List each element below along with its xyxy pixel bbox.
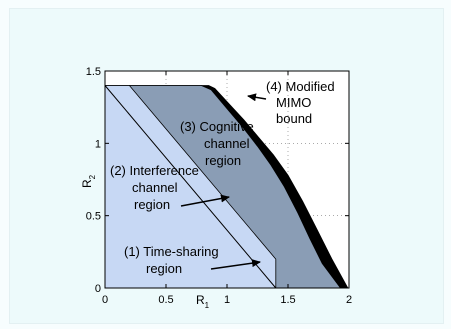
y-axis-label: R2: [80, 174, 97, 188]
x-axis-label: R1: [196, 293, 210, 310]
annotation-arrow: [210, 259, 261, 270]
x-tick-label: 1: [224, 294, 230, 306]
y-tick-label: 0.5: [86, 211, 101, 223]
annotation-text: channel: [132, 180, 178, 195]
annotation-interference-region: (2) Interference channel region: [110, 163, 230, 212]
annotation-text: bound: [276, 111, 312, 126]
annotation-text: MIMO: [276, 95, 311, 110]
annotation-arrow: [247, 93, 267, 102]
annotation-text: region: [205, 153, 241, 168]
x-tick-label: 0.5: [158, 294, 173, 306]
x-tick-label: 1.5: [280, 294, 295, 306]
annotation-text: (2) Interference: [110, 163, 199, 178]
annotation-text: region: [134, 197, 170, 212]
y-tick-label: 0: [95, 283, 101, 295]
annotation-time-sharing-region: (1) Time-sharing region: [124, 244, 261, 276]
annotation-text: channel: [204, 136, 250, 151]
annotation-arrow: [180, 194, 230, 207]
annotation-cognitive-region: (3) Cognitive channel region: [180, 119, 254, 168]
annotation-text: (4) Modified: [266, 79, 335, 94]
curves: [104, 85, 277, 289]
annotation-mimo-bound: (4) Modified MIMO bound: [247, 79, 335, 126]
x-tick-label: 2: [346, 294, 352, 306]
annotation-text: region: [146, 261, 182, 276]
y-tick-label: 1: [95, 138, 101, 150]
ticks: 0 0.5 1 1.5 2 0 0.5 1 1.5: [86, 66, 352, 306]
time-sharing-line: [104, 85, 277, 289]
annotation-text: (3) Cognitive: [180, 119, 254, 134]
y-tick-label: 1.5: [86, 66, 101, 78]
x-tick-label: 0: [102, 294, 108, 306]
annotation-text: (1) Time-sharing: [124, 244, 219, 259]
